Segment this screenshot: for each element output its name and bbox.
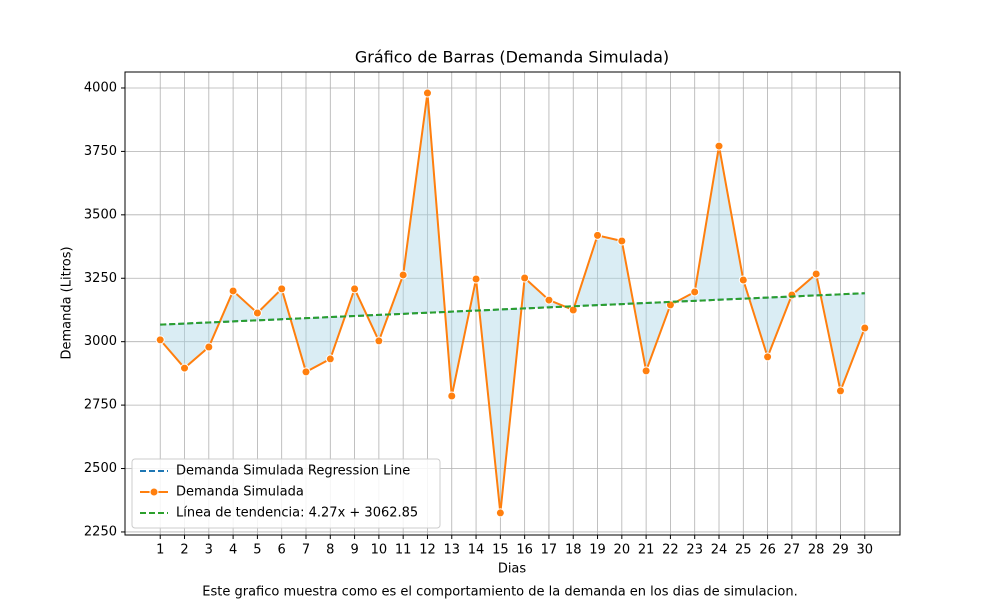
point: [617, 236, 627, 246]
x-tick-label: 13: [443, 543, 460, 558]
x-tick-label: 29: [832, 543, 849, 558]
point: [301, 367, 311, 377]
point: [520, 273, 530, 283]
series-line: [159, 92, 866, 514]
legend-marker: [149, 487, 159, 497]
plot-frame: [124, 71, 901, 536]
x-tick-label: 4: [229, 543, 237, 558]
point: [350, 284, 360, 294]
y-tick-label: 3750: [84, 144, 117, 159]
fill-between: [160, 93, 865, 513]
point: [690, 287, 700, 297]
point: [155, 335, 165, 345]
point: [180, 363, 190, 373]
point: [228, 286, 238, 296]
x-tick-label: 10: [371, 543, 388, 558]
y-tick-label: 4000: [84, 80, 117, 95]
x-tick-label: 7: [302, 543, 310, 558]
point: [471, 274, 481, 284]
x-tick-label: 3: [205, 543, 213, 558]
point: [204, 342, 214, 352]
y-axis-label: Demanda (Litros): [60, 246, 75, 359]
chart-title: Gráfico de Barras (Demanda Simulada): [355, 48, 669, 67]
x-tick-label: 18: [565, 543, 582, 558]
x-tick-label: 11: [395, 543, 412, 558]
x-tick-label: 27: [784, 543, 801, 558]
x-tick-label: 25: [735, 543, 752, 558]
point: [495, 508, 505, 518]
x-tick-label: 9: [350, 543, 358, 558]
point: [398, 270, 408, 280]
y-tick-label: 2250: [84, 524, 117, 539]
x-tick-label: 16: [516, 543, 533, 558]
x-tick-label: 15: [492, 543, 509, 558]
caption: Este grafico muestra como es el comporta…: [202, 585, 797, 600]
legend-label: Línea de tendencia: 4.27x + 3062.85: [176, 506, 418, 521]
point: [641, 366, 651, 376]
x-axis-label: Dias: [498, 562, 527, 577]
point: [593, 230, 603, 240]
point: [422, 88, 432, 98]
point: [763, 352, 773, 362]
x-tick-label: 30: [856, 543, 873, 558]
point: [447, 391, 457, 401]
x-tick-label: 1: [156, 543, 164, 558]
point: [325, 354, 335, 364]
x-tick-label: 28: [808, 543, 825, 558]
x-tick-label: 14: [468, 543, 485, 558]
point: [544, 295, 554, 305]
x-tick-label: 12: [419, 543, 436, 558]
y-tick-label: 2500: [84, 461, 117, 476]
x-tick-label: 17: [541, 543, 558, 558]
x-tick-label: 6: [278, 543, 286, 558]
legend-box: [131, 458, 441, 529]
x-tick-label: 22: [662, 543, 679, 558]
x-tick-label: 23: [686, 543, 703, 558]
y-tick-label: 3500: [84, 207, 117, 222]
y-tick-label: 2750: [84, 398, 117, 413]
x-tick-label: 8: [326, 543, 334, 558]
series-line: [160, 292, 865, 326]
point: [714, 141, 724, 151]
point: [374, 336, 384, 346]
point: [811, 269, 821, 279]
point: [835, 386, 845, 396]
x-tick-label: 19: [589, 543, 606, 558]
point: [738, 275, 748, 285]
point: [787, 290, 797, 300]
legend-label: Demanda Simulada Regression Line: [176, 464, 410, 479]
point: [252, 308, 262, 318]
y-tick-label: 3000: [84, 334, 117, 349]
point: [860, 323, 870, 333]
x-tick-label: 20: [614, 543, 631, 558]
x-tick-label: 21: [638, 543, 655, 558]
x-tick-label: 26: [759, 543, 776, 558]
x-tick-label: 2: [180, 543, 188, 558]
point: [568, 305, 578, 315]
x-tick-label: 5: [253, 543, 261, 558]
x-tick-label: 24: [711, 543, 728, 558]
point: [277, 284, 287, 294]
legend-label: Demanda Simulada: [176, 485, 304, 500]
y-tick-label: 3250: [84, 271, 117, 286]
